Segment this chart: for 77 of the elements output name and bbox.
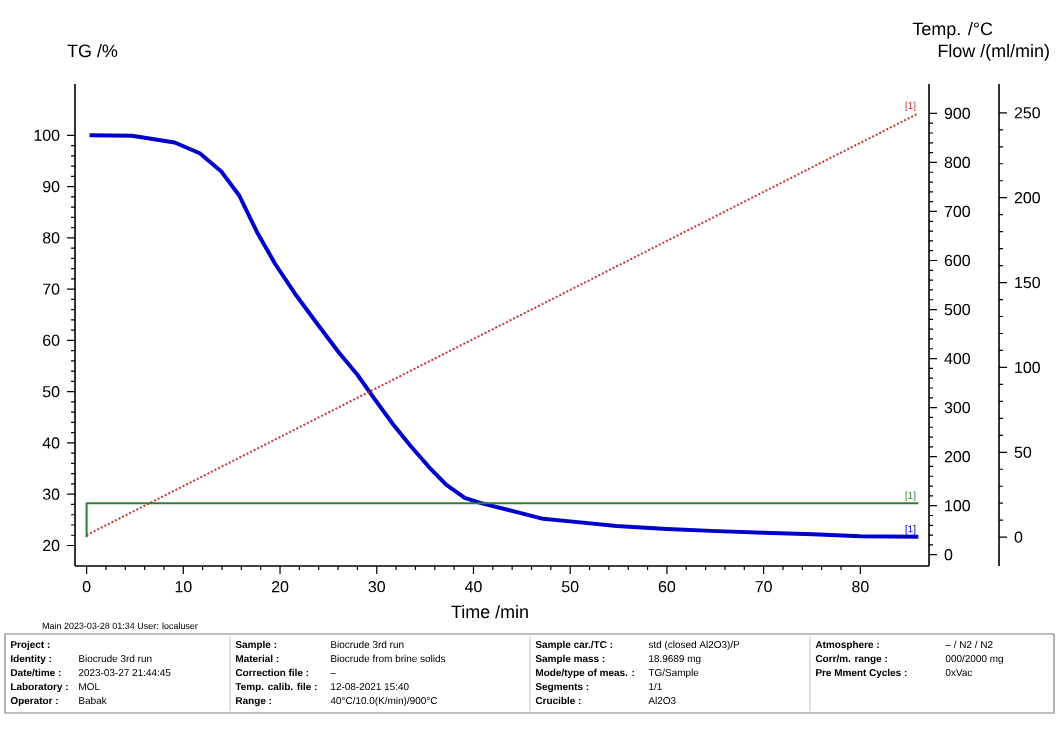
annotation: [1]: [905, 491, 916, 501]
x-tick-label: 40: [464, 581, 482, 593]
text: Date/time :: [11, 668, 61, 677]
text: Project :: [11, 640, 50, 651]
text: Corr/m. range :: [815, 654, 887, 665]
text: Crucible :: [535, 696, 581, 705]
y2-tick-label: 100: [945, 500, 971, 512]
text: Sample car./TC :: [535, 640, 612, 651]
y3-tick-label: 0: [1014, 531, 1023, 543]
text: 40°C/10.0(K/min)/900°C: [330, 696, 438, 707]
x-tick-label: 20: [271, 581, 289, 593]
y-tick-label: 20: [43, 539, 60, 552]
text: Temp. calib. file :: [235, 682, 317, 693]
text: TG/Sample: [648, 668, 699, 679]
text: 2023-03-27 21:44:45: [78, 669, 171, 677]
y3-tick-label: 250: [1014, 107, 1041, 119]
y-axis-title: TG /%: [67, 43, 118, 58]
text: –: [330, 673, 336, 674]
text: 12-08-2021 15:40: [331, 683, 409, 691]
text: Laboratory :: [11, 682, 68, 693]
y2-tick-label: 0: [944, 549, 953, 561]
text: 18.9689 mg: [649, 655, 701, 665]
y-tick-label: 60: [43, 334, 60, 347]
y2-tick-label: 600: [944, 254, 971, 267]
text: Sample mass :: [535, 654, 605, 665]
text: 0xVac: [945, 669, 973, 677]
y3-tick-label: 200: [1014, 192, 1041, 204]
y2-tick-label: 700: [944, 205, 971, 218]
y3-tick-label: 100: [1015, 361, 1041, 374]
y-tick-label: 100: [34, 129, 60, 141]
x-tick-label: 0: [82, 581, 91, 593]
text: Biocrude 3rd run: [79, 654, 152, 663]
text: Main 2023-03-28 01:34 User: localuser: [42, 622, 198, 630]
text: Range :: [236, 697, 271, 707]
y2-tick-label: 500: [944, 303, 971, 316]
x-tick-label: 70: [755, 581, 772, 593]
y-tick-label: 40: [42, 437, 60, 449]
y-tick-label: 90: [43, 180, 60, 193]
annotation: [1]: [905, 101, 916, 111]
x-tick-label: 10: [175, 581, 192, 593]
text: Biocrude 3rd run: [331, 640, 404, 649]
x-tick-label: 80: [852, 581, 869, 593]
text: Sample :: [235, 640, 276, 651]
text: Identity :: [11, 654, 51, 665]
y2-axis-title: Temp. /°C: [912, 21, 993, 39]
y3-tick-label: 150: [1015, 276, 1041, 289]
y3-tick-label: 50: [1014, 446, 1032, 458]
y2-tick-label: 400: [944, 352, 971, 365]
text: Segments :: [535, 683, 589, 693]
text: Pre Mment Cycles :: [816, 668, 907, 679]
text: Atmosphere :: [815, 640, 879, 651]
text: MOL: [79, 683, 100, 691]
text: Biocrude from brine solids: [331, 654, 446, 663]
x-tick-label: 60: [658, 581, 676, 593]
y-tick-label: 70: [43, 283, 60, 295]
text: 000/2000 mg: [945, 654, 1003, 665]
text: Al2O3: [648, 696, 676, 705]
y2-tick-label: 900: [944, 107, 971, 120]
text: Mode/type of meas. :: [536, 668, 634, 679]
text: std (closed Al2O3)/P: [648, 640, 740, 651]
x-axis-title: Time /min: [451, 605, 528, 619]
y2-tick-label: 200: [944, 451, 971, 463]
text: Correction file :: [235, 668, 309, 677]
y3-axis-title: Flow /(ml/min): [938, 43, 1049, 61]
text: Material :: [236, 654, 279, 663]
annotation: [1]: [905, 525, 916, 535]
y2-tick-label: 800: [944, 156, 971, 169]
text: 1/1: [649, 682, 662, 691]
x-tick-label: 50: [561, 581, 579, 593]
text: Babak: [79, 696, 107, 705]
y-tick-label: 80: [42, 232, 60, 244]
y-tick-label: 30: [42, 488, 60, 500]
y-tick-label: 50: [42, 386, 60, 398]
x-tick-label: 30: [368, 581, 386, 593]
text: – / N2 / N2: [945, 640, 993, 649]
text: Operator :: [10, 697, 58, 707]
y2-tick-label: 300: [944, 401, 971, 414]
